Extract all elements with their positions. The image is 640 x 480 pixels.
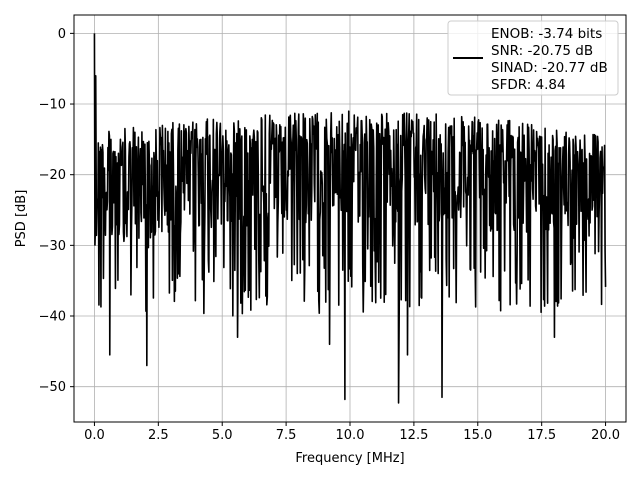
- y-tick-label: −50: [39, 380, 66, 395]
- y-tick-label: −10: [39, 98, 66, 113]
- x-axis-label: Frequency [MHz]: [295, 451, 404, 466]
- y-tick-label: −20: [39, 168, 66, 183]
- x-tick-label: 2.5: [148, 428, 169, 443]
- legend-line-enob: ENOB: -3.74 bits: [491, 26, 602, 42]
- x-tick-label: 17.5: [527, 428, 556, 443]
- x-tick-label: 7.5: [276, 428, 297, 443]
- legend-line-snr: SNR: -20.75 dB: [491, 43, 593, 59]
- series-layer: [93, 33, 607, 404]
- y-tick-label: −40: [39, 310, 66, 325]
- y-axis-label: PSD [dB]: [14, 190, 29, 248]
- x-tick-label: 20.0: [591, 428, 620, 443]
- x-tick-label: 15.0: [463, 428, 492, 443]
- x-tick-label: 12.5: [399, 428, 428, 443]
- x-tick-label: 10.0: [336, 428, 365, 443]
- y-axis-ticks: 0 −10 −20 −30 −40 −50: [39, 27, 74, 395]
- psd-series-line: [93, 33, 607, 404]
- legend-line-sfdr: SFDR: 4.84: [491, 77, 566, 93]
- legend-box: [447, 20, 619, 96]
- x-tick-label: 0.0: [84, 428, 105, 443]
- legend: ENOB: -3.74 bits SNR: -20.75 dB SINAD: -…: [447, 20, 619, 96]
- y-tick-label: 0: [58, 27, 66, 42]
- y-tick-label: −30: [39, 239, 66, 254]
- x-axis-ticks: 0.0 2.5 5.0 7.5 10.0 12.5 15.0 17.5 20.0: [84, 422, 620, 443]
- legend-line-sinad: SINAD: -20.77 dB: [491, 60, 608, 76]
- x-tick-label: 5.0: [212, 428, 233, 443]
